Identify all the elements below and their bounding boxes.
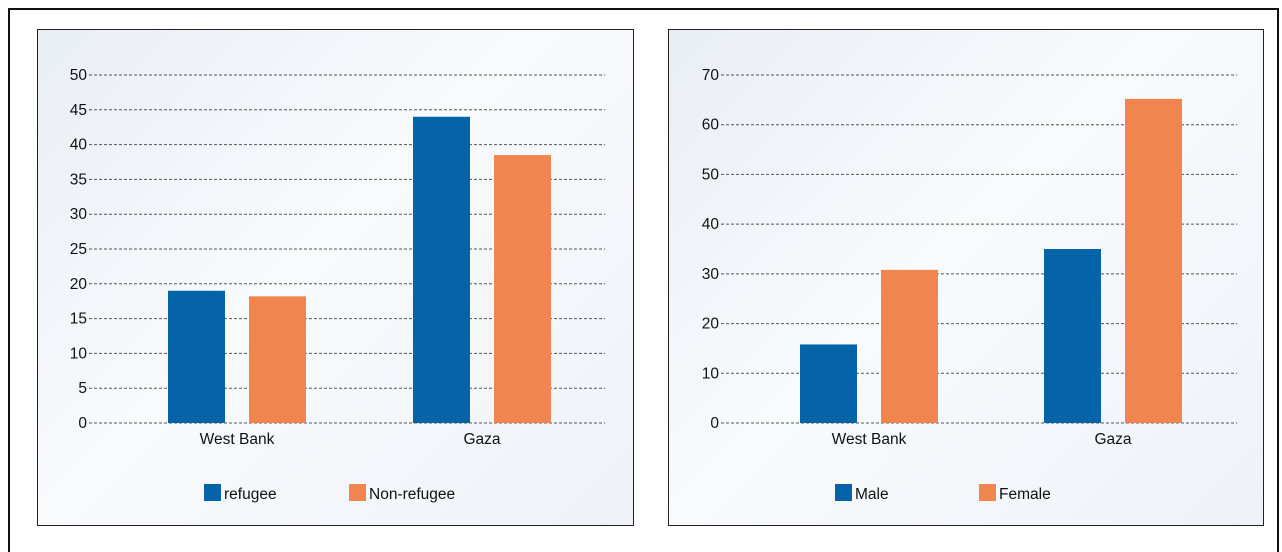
y-tick-label: 5 — [78, 380, 87, 397]
y-tick-label: 20 — [702, 316, 720, 333]
x-tick-label: Gaza — [1094, 431, 1131, 448]
y-tick-label: 20 — [70, 276, 88, 293]
y-tick-label: 40 — [70, 137, 88, 154]
legend-label: refugee — [224, 486, 277, 503]
y-tick-label: 45 — [70, 102, 87, 119]
y-tick-label: 25 — [70, 241, 87, 258]
bar-non-refugee — [494, 155, 551, 423]
legend-swatch — [349, 484, 366, 501]
bar-male — [1044, 249, 1101, 423]
y-tick-label: 30 — [702, 266, 720, 283]
y-tick-label: 40 — [702, 216, 720, 233]
bar-non-refugee — [249, 296, 306, 423]
x-tick-label: West Bank — [200, 431, 275, 448]
bar-chart-gender: 0 10 20 30 40 50 60 70 West Bank Gaza Male Female — [702, 67, 1237, 503]
legend-label: Non-refugee — [369, 486, 455, 503]
bar-chart-refugee-status: 0 5 10 15 20 25 30 35 40 45 50 West Bank Gaza refugee… — [70, 67, 605, 503]
chart-panel-refugee-status: 0 5 10 15 20 25 30 35 40 45 50 West Bank Gaza refugee… — [37, 29, 634, 526]
figure-frame — [8, 8, 1279, 552]
y-tick-label: 35 — [70, 171, 87, 188]
y-tick-label: 60 — [702, 117, 720, 134]
bar-refugee — [168, 290, 225, 423]
x-tick-label: West Bank — [832, 431, 907, 448]
chart-panel-gender: 0 10 20 30 40 50 60 70 West Bank Gaza Male Female — [668, 29, 1264, 526]
bar-refugee — [413, 116, 470, 423]
legend-swatch — [979, 484, 996, 501]
bar-male — [800, 344, 857, 423]
y-tick-label: 0 — [78, 415, 87, 432]
y-tick-label: 50 — [70, 67, 88, 84]
y-tick-label: 10 — [702, 365, 720, 382]
y-tick-label: 30 — [70, 206, 88, 223]
y-tick-label: 15 — [70, 311, 87, 328]
legend-swatch — [204, 484, 221, 501]
y-tick-label: 10 — [70, 345, 88, 362]
x-tick-label: Gaza — [463, 431, 500, 448]
legend-swatch — [835, 484, 852, 501]
y-tick-label: 0 — [710, 415, 719, 432]
y-tick-label: 70 — [702, 67, 720, 84]
legend-label: Female — [999, 486, 1051, 503]
legend-label: Male — [855, 486, 889, 503]
bar-female — [1125, 98, 1182, 423]
bar-female — [881, 269, 938, 423]
y-tick-label: 50 — [702, 166, 720, 183]
